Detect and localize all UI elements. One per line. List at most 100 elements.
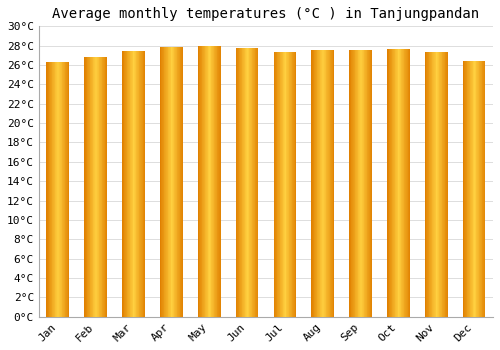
Bar (179, 47, 180, 317)
Bar (181, 47, 182, 317)
Bar (360, 50, 362, 317)
Bar (256, 48, 257, 317)
Bar (84, 57, 85, 317)
Bar (405, 49, 406, 317)
Bar (321, 50, 322, 317)
Bar (427, 52, 428, 317)
Bar (354, 50, 356, 317)
Bar (250, 48, 251, 317)
Bar (276, 52, 278, 317)
Bar (279, 52, 280, 317)
Bar (61, 62, 62, 317)
Bar (322, 50, 324, 317)
Bar (292, 52, 293, 317)
Bar (285, 52, 286, 317)
Bar (477, 61, 478, 317)
Bar (90, 57, 91, 317)
Bar (50, 62, 51, 317)
Bar (141, 51, 142, 317)
Bar (393, 49, 394, 317)
Bar (219, 46, 220, 317)
Bar (48, 62, 50, 317)
Bar (162, 47, 163, 317)
Bar (60, 62, 61, 317)
Bar (101, 57, 102, 317)
Bar (128, 51, 129, 317)
Bar (56, 62, 57, 317)
Bar (134, 51, 135, 317)
Bar (398, 49, 399, 317)
Bar (206, 46, 207, 317)
Bar (165, 47, 166, 317)
Bar (484, 61, 486, 317)
Bar (482, 61, 483, 317)
Bar (446, 52, 447, 317)
Bar (408, 49, 409, 317)
Bar (478, 61, 480, 317)
Bar (167, 47, 168, 317)
Bar (476, 61, 477, 317)
Bar (52, 62, 53, 317)
Bar (172, 47, 173, 317)
Bar (440, 52, 441, 317)
Bar (142, 51, 144, 317)
Bar (163, 47, 164, 317)
Bar (365, 50, 366, 317)
Bar (136, 51, 137, 317)
Bar (160, 47, 162, 317)
Bar (406, 49, 408, 317)
Bar (368, 50, 369, 317)
Bar (91, 57, 92, 317)
Bar (140, 51, 141, 317)
Bar (388, 49, 390, 317)
Bar (364, 50, 365, 317)
Bar (92, 57, 94, 317)
Bar (243, 48, 244, 317)
Bar (433, 52, 434, 317)
Bar (89, 57, 90, 317)
Bar (203, 46, 204, 317)
Bar (53, 62, 54, 317)
Bar (252, 48, 253, 317)
Bar (278, 52, 279, 317)
Bar (96, 57, 97, 317)
Bar (168, 47, 169, 317)
Bar (63, 62, 64, 317)
Bar (204, 46, 206, 317)
Bar (438, 52, 440, 317)
Bar (104, 57, 106, 317)
Bar (207, 46, 208, 317)
Bar (275, 52, 276, 317)
Bar (106, 57, 107, 317)
Bar (402, 49, 403, 317)
Bar (209, 46, 210, 317)
Bar (480, 61, 481, 317)
Bar (470, 61, 471, 317)
Bar (330, 50, 331, 317)
Bar (214, 46, 215, 317)
Bar (64, 62, 66, 317)
Bar (436, 52, 437, 317)
Bar (481, 61, 482, 317)
Bar (131, 51, 132, 317)
Bar (248, 48, 250, 317)
Bar (444, 52, 446, 317)
Bar (390, 49, 391, 317)
Bar (202, 46, 203, 317)
Bar (312, 50, 313, 317)
Bar (241, 48, 242, 317)
Bar (315, 50, 316, 317)
Bar (237, 48, 238, 317)
Bar (437, 52, 438, 317)
Bar (294, 52, 296, 317)
Bar (332, 50, 334, 317)
Bar (125, 51, 126, 317)
Bar (468, 61, 469, 317)
Bar (331, 50, 332, 317)
Bar (325, 50, 326, 317)
Bar (441, 52, 442, 317)
Bar (356, 50, 357, 317)
Bar (166, 47, 167, 317)
Bar (47, 62, 48, 317)
Bar (281, 52, 282, 317)
